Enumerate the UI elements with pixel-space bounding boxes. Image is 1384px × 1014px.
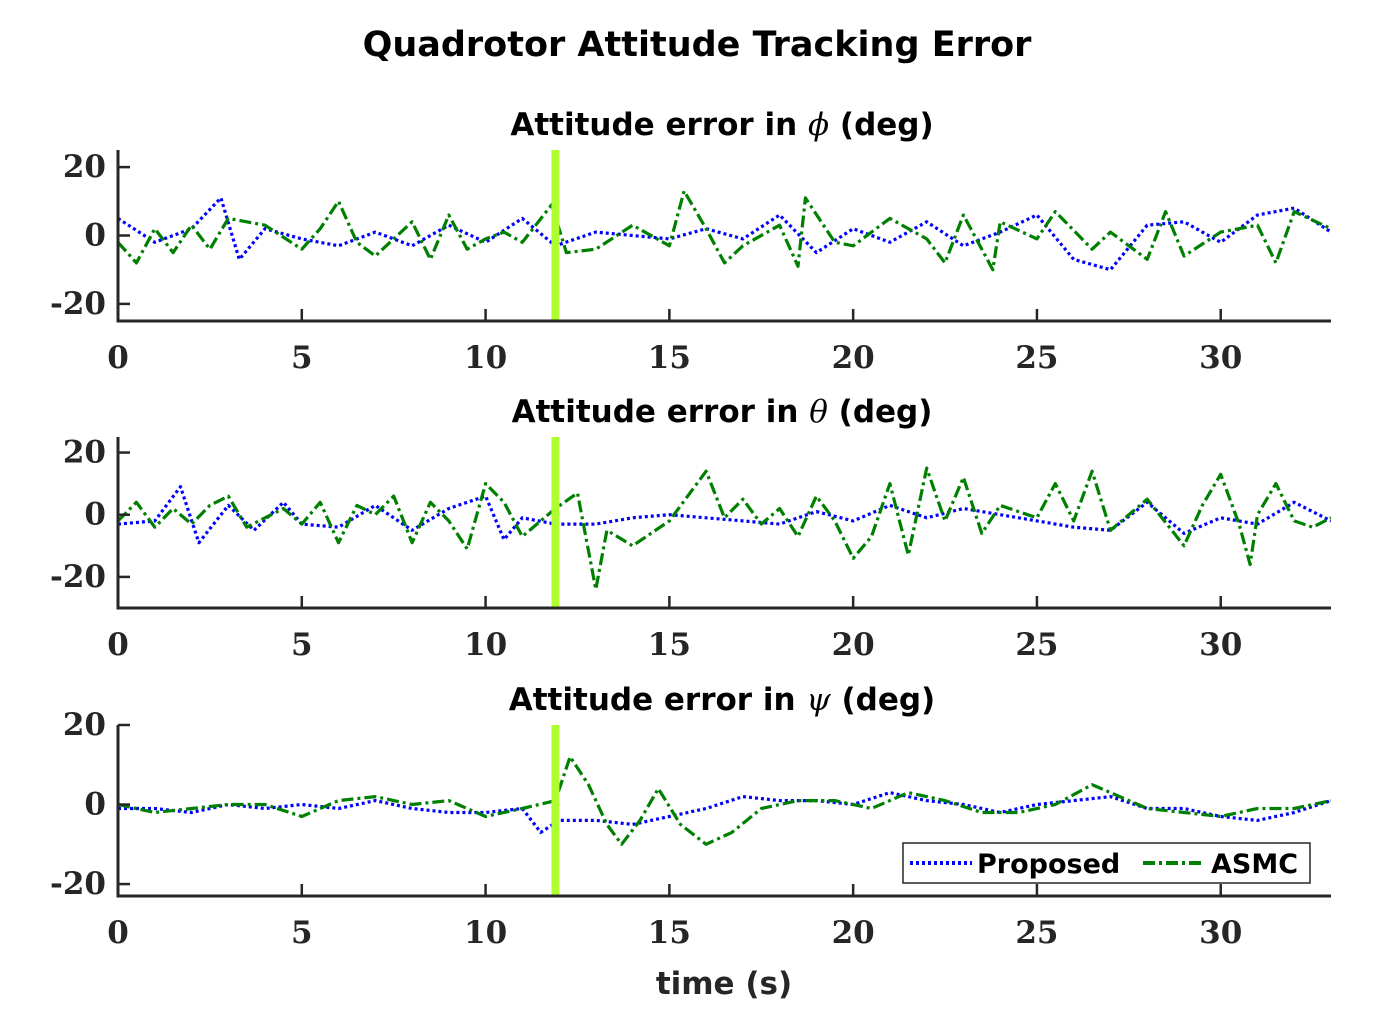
series-line-proposed: [118, 196, 1331, 272]
subplot-title-unit: (deg): [828, 394, 933, 430]
series-line-proposed: [118, 485, 1331, 545]
x-tick-label: 15: [648, 340, 691, 376]
x-tick-label: 5: [291, 915, 313, 951]
x-tick-label: 20: [832, 915, 875, 951]
y-tick-label: 20: [63, 707, 106, 743]
x-tick-label: 15: [648, 627, 691, 663]
subplot-title: Attitude error in θ (deg): [512, 394, 933, 430]
x-tick-label: 25: [1015, 915, 1058, 951]
x-tick-label: 0: [107, 627, 129, 663]
series-group: [118, 189, 1331, 272]
figure-title: Quadrotor Attitude Tracking Error: [363, 25, 1033, 65]
legend-label-proposed: Proposed: [977, 849, 1120, 880]
subplot-title-unit: (deg): [829, 107, 934, 143]
x-tick-label: 5: [291, 627, 313, 663]
y-tick-label: 0: [84, 787, 106, 823]
y-tick-label: 0: [84, 218, 106, 254]
x-tick-label: 5: [291, 340, 313, 376]
y-tick-label: 0: [84, 497, 106, 533]
series-line-proposed: [118, 790, 1331, 835]
subplot-title: Attitude error in ψ (deg): [509, 682, 935, 718]
series-line-asmc: [118, 189, 1331, 272]
series-group: [118, 755, 1331, 846]
x-tick-label: 20: [832, 340, 875, 376]
subplot-title-symbol: ϕ: [808, 107, 829, 143]
x-tick-label: 10: [464, 340, 507, 376]
series-line-asmc: [118, 755, 1331, 846]
y-tick-label: 20: [63, 435, 106, 471]
x-tick-label: 0: [107, 915, 129, 951]
series-line-asmc: [118, 466, 1331, 591]
subplot-title: Attitude error in ϕ (deg): [510, 107, 933, 143]
y-tick-label: -20: [50, 866, 106, 902]
subplot-title-symbol: θ: [809, 394, 828, 430]
y-tick-label: -20: [50, 286, 106, 322]
subplot-title-text: Attitude error in: [510, 107, 808, 143]
x-tick-label: 30: [1199, 340, 1242, 376]
subplot-title-text: Attitude error in: [512, 394, 810, 430]
y-tick-label: -20: [50, 559, 106, 595]
legend: Proposed ASMC: [902, 842, 1311, 884]
x-tick-label: 15: [648, 915, 691, 951]
x-tick-label: 25: [1015, 340, 1058, 376]
x-tick-label: 30: [1199, 915, 1242, 951]
x-tick-label: 30: [1199, 627, 1242, 663]
subplot-title-symbol: ψ: [806, 682, 831, 718]
subplot-title-unit: (deg): [831, 682, 936, 718]
series-group: [118, 466, 1331, 591]
x-tick-label: 25: [1015, 627, 1058, 663]
x-tick-label: 10: [464, 627, 507, 663]
x-axis-label: time (s): [656, 966, 792, 1002]
y-tick-label: 20: [63, 149, 106, 185]
x-tick-label: 0: [107, 340, 129, 376]
x-tick-label: 10: [464, 915, 507, 951]
x-tick-label: 20: [832, 627, 875, 663]
legend-label-asmc: ASMC: [1211, 849, 1298, 880]
subplot-title-text: Attitude error in: [509, 682, 807, 718]
